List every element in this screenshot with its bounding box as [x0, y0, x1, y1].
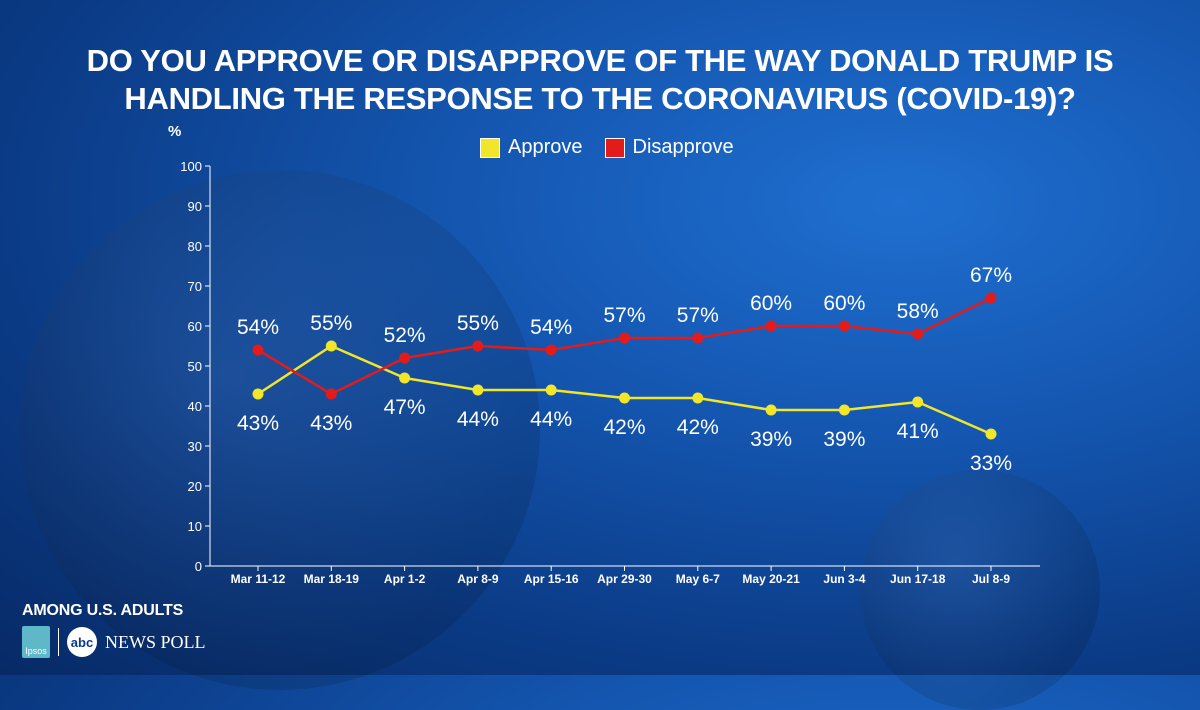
- x-tick-label: Apr 15-16: [524, 572, 579, 586]
- data-label-approve: 55%: [310, 312, 352, 335]
- data-label-approve: 42%: [603, 416, 645, 439]
- x-tick-label: Apr 29-30: [597, 572, 652, 586]
- series-points: [252, 292, 997, 440]
- x-tick-label: Jun 17-18: [890, 572, 946, 586]
- y-tick-label: 10: [188, 519, 202, 534]
- point-approve: [399, 372, 411, 384]
- y-tick-label: 30: [188, 439, 202, 454]
- data-label-approve: 43%: [237, 412, 279, 435]
- point-disapprove: [399, 352, 411, 364]
- point-approve: [472, 384, 484, 396]
- point-approve: [912, 396, 924, 408]
- news-poll-label: NEWS POLL: [105, 632, 206, 653]
- data-label-disapprove: 55%: [457, 312, 499, 335]
- point-approve: [765, 404, 777, 416]
- data-label-approve: 41%: [897, 420, 939, 443]
- y-tick-label: 90: [188, 199, 202, 214]
- y-tick-label: 0: [195, 559, 202, 574]
- data-label-disapprove: 52%: [384, 324, 426, 347]
- y-tick-label: 40: [188, 399, 202, 414]
- y-tick-label: 80: [188, 239, 202, 254]
- footer-logos: Ipsos abc NEWS POLL: [22, 626, 206, 658]
- legend-label-approve: Approve: [508, 136, 583, 158]
- x-tick-label: Jun 3-4: [823, 572, 865, 586]
- y-tick-label: 70: [188, 279, 202, 294]
- data-label-disapprove: 57%: [677, 304, 719, 327]
- data-label-approve: 44%: [457, 408, 499, 431]
- point-approve: [619, 392, 630, 404]
- y-axis-unit-label: %: [168, 123, 181, 140]
- title-line-2: HANDLING THE RESPONSE TO THE CORONAVIRUS…: [124, 81, 1076, 116]
- point-approve: [545, 384, 557, 396]
- legend-item-disapprove: Disapprove: [604, 136, 734, 159]
- point-disapprove: [252, 344, 264, 356]
- x-tick-label: Mar 18-19: [304, 572, 360, 586]
- chart-title: DO YOU APPROVE OR DISAPPROVE OF THE WAY …: [0, 42, 1200, 118]
- data-label-approve: 47%: [384, 396, 426, 419]
- legend-swatch-approve: [480, 137, 500, 158]
- data-label-approve: 44%: [530, 408, 572, 431]
- data-label-disapprove: 57%: [603, 304, 645, 327]
- data-label-approve: 33%: [970, 452, 1012, 475]
- data-label-approve: 42%: [677, 416, 719, 439]
- data-label-approve: 39%: [750, 428, 792, 451]
- y-tick-label: 100: [180, 159, 202, 174]
- point-disapprove: [765, 320, 777, 332]
- ipsos-logo: Ipsos: [22, 626, 50, 658]
- title-line-1: DO YOU APPROVE OR DISAPPROVE OF THE WAY …: [86, 43, 1114, 78]
- x-tick-label: Jul 8-9: [972, 572, 1010, 586]
- point-disapprove: [692, 332, 704, 344]
- data-label-disapprove: 60%: [823, 292, 865, 315]
- data-label-disapprove: 43%: [310, 412, 352, 435]
- data-label-disapprove: 67%: [970, 264, 1012, 287]
- data-label-disapprove: 60%: [750, 292, 792, 315]
- background-virus-large: [20, 170, 540, 690]
- legend-item-approve: Approve: [480, 136, 583, 159]
- legend: Approve Disapprove: [480, 136, 734, 159]
- axes: 0 10 20 30 40 50 60 70 80 90 100 Mar 11-12 Mar 18-19…: [180, 159, 1040, 586]
- point-disapprove: [912, 328, 924, 340]
- y-tick-label: 20: [188, 479, 202, 494]
- point-disapprove: [985, 292, 997, 304]
- legend-swatch-disapprove: [604, 137, 625, 158]
- data-label-disapprove: 54%: [530, 316, 572, 339]
- x-tick-label: Apr 1-2: [384, 572, 426, 586]
- point-disapprove: [472, 340, 484, 352]
- point-approve: [838, 404, 850, 416]
- point-approve: [252, 388, 264, 400]
- x-tick-label: May 20-21: [742, 572, 800, 586]
- data-label-approve: 39%: [823, 428, 865, 451]
- data-labels: 43% 54% 55% 43% 47% 52% 44% 55% 44% 54% 42% 57% 42% 5…: [237, 264, 1012, 475]
- news-label: NEWS: [105, 631, 156, 652]
- legend-label-disapprove: Disapprove: [632, 136, 734, 158]
- point-approve: [692, 392, 704, 404]
- point-approve: [325, 340, 337, 352]
- line-chart: % 0 10 20 30 40 50 60 70 80 90 100 Mar 11-12 Mar 18-…: [168, 123, 1040, 586]
- logo-divider: [58, 628, 59, 656]
- x-tick-label: Mar 11-12: [231, 572, 286, 586]
- y-tick-label: 50: [188, 359, 202, 374]
- x-tick-label: May 6-7: [676, 572, 720, 586]
- background-virus-small: [860, 470, 1100, 710]
- data-label-disapprove: 54%: [237, 316, 279, 339]
- point-disapprove: [838, 320, 850, 332]
- abc-logo: abc: [67, 627, 97, 657]
- point-disapprove: [325, 388, 337, 400]
- x-tick-label: Apr 8-9: [457, 572, 499, 586]
- footer-among-label: AMONG U.S. ADULTS: [22, 602, 184, 619]
- point-disapprove: [545, 344, 557, 356]
- point-disapprove: [619, 332, 630, 344]
- point-approve: [985, 428, 997, 440]
- data-label-disapprove: 58%: [897, 300, 939, 323]
- y-tick-label: 60: [188, 319, 202, 334]
- poll-label: POLL: [160, 631, 206, 652]
- ipsos-logo-text: Ipsos: [25, 646, 47, 656]
